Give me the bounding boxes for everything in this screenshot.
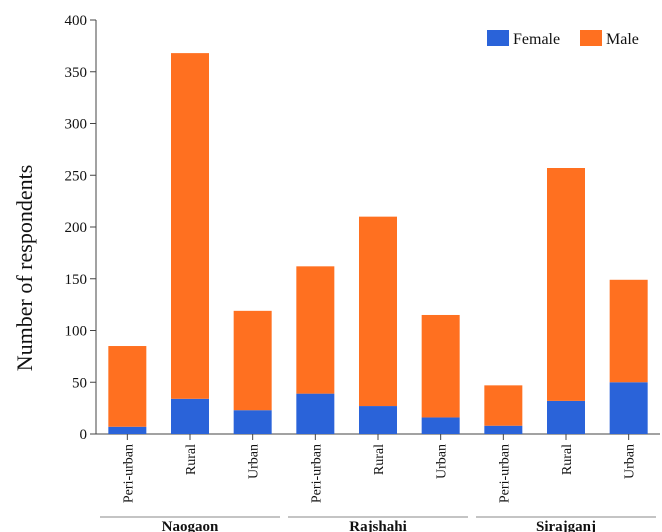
legend-swatch-female: [487, 30, 509, 46]
axes: 0 50 100 150 200 250 300 350 400: [65, 13, 660, 443]
y-tick-label: 100: [65, 324, 88, 340]
bar-female-1: [171, 398, 209, 434]
bar-male-2: [233, 310, 272, 411]
x-category-label: Urban: [247, 444, 262, 479]
x-category-label: Peri-urban: [121, 444, 136, 503]
bar-male-0: [108, 346, 147, 427]
bar-female-4: [359, 406, 397, 434]
x-category-label: Rural: [372, 444, 387, 475]
bar-female-0: [108, 426, 147, 434]
bars: [108, 53, 648, 434]
y-tick-label: 150: [65, 272, 88, 288]
group-label: Sirajganj: [536, 519, 596, 532]
x-category-label: Urban: [435, 444, 450, 479]
bar-female-5: [421, 417, 460, 434]
y-tick-label: 300: [65, 117, 88, 133]
bar-male-1: [171, 53, 209, 399]
legend-label: Female: [513, 31, 560, 48]
bar-female-8: [609, 382, 648, 434]
bar-male-7: [547, 168, 585, 401]
bar-male-4: [359, 216, 397, 407]
x-category-label: Rural: [184, 444, 199, 475]
y-tick-label: 350: [65, 65, 88, 81]
bar-male-6: [484, 385, 523, 426]
bar-female-2: [233, 410, 272, 434]
bar-female-3: [296, 393, 335, 434]
y-tick-label: 0: [80, 427, 88, 443]
y-tick-label: 400: [65, 13, 88, 29]
x-category-label: Urban: [623, 444, 638, 479]
y-tick-label: 200: [65, 220, 88, 236]
x-category-label: Rural: [560, 444, 575, 475]
x-category-label: Peri-urban: [309, 444, 324, 503]
bar-female-6: [484, 425, 523, 434]
bar-male-5: [421, 314, 460, 418]
legend-swatch-male: [580, 30, 602, 46]
legend: Female Male: [487, 30, 639, 48]
group-label: Rajshahi: [349, 519, 407, 532]
group-label: Naogaon: [162, 519, 219, 532]
x-axis-labels: Peri-urban Rural Urban Peri-urban Rural Urban…: [100, 434, 656, 532]
x-category-label: Peri-urban: [497, 444, 512, 503]
legend-label: Male: [606, 31, 639, 48]
y-tick-label: 250: [65, 168, 88, 184]
bar-female-7: [547, 400, 585, 434]
bar-male-3: [296, 266, 335, 394]
bar-male-8: [609, 279, 648, 383]
y-tick-label: 50: [72, 375, 87, 391]
y-axis-title: Number of respondents: [12, 165, 37, 372]
